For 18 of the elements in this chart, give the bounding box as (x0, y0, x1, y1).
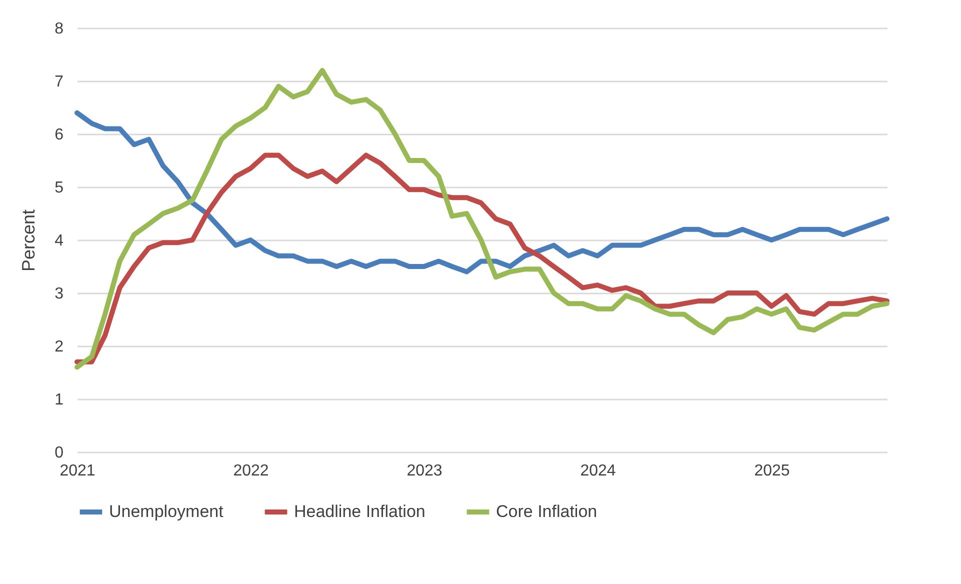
x-tick-label: 2025 (754, 462, 790, 480)
y-tick-label: 5 (54, 180, 64, 196)
y-tick-label: 1 (54, 392, 64, 408)
legend-label: Unemployment (109, 502, 224, 521)
y-tick-label: 8 (54, 20, 64, 38)
y-tick-label: 6 (54, 126, 64, 144)
y-tick-label: 4 (54, 232, 64, 250)
y-tick-label: 2 (54, 338, 64, 356)
y-tick-label: 3 (54, 286, 64, 302)
legend-label: Headline Inflation (294, 502, 426, 521)
x-tick-label: 2022 (233, 462, 269, 480)
y-tick-label: 7 (54, 74, 64, 90)
y-tick-label: 0 (54, 444, 64, 462)
x-tick-label: 2024 (580, 462, 616, 480)
legend-label: Core Inflation (496, 502, 598, 521)
x-tick-label: 2023 (406, 462, 442, 480)
y-axis-title: Percent (18, 209, 39, 272)
x-tick-label: 2021 (60, 462, 96, 480)
